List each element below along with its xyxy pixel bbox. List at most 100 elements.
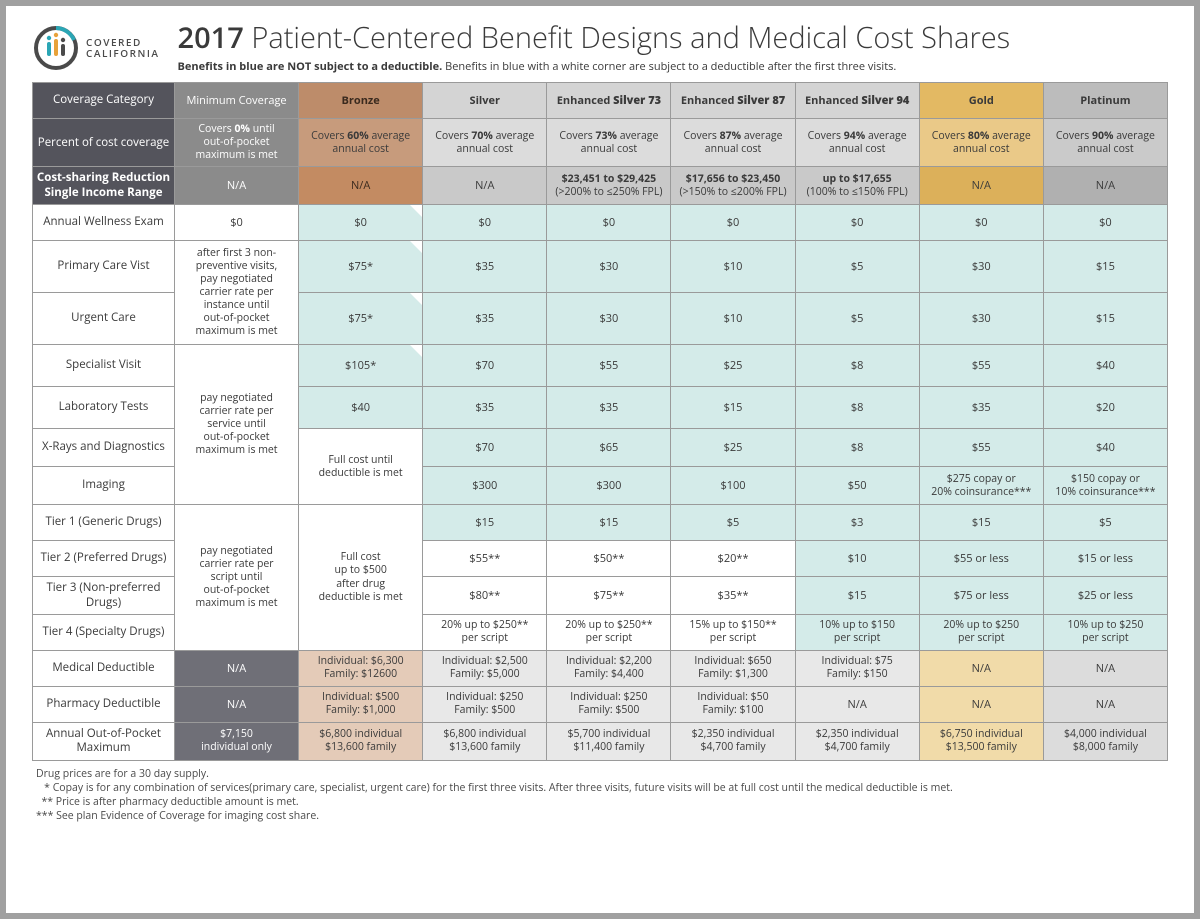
cell: $300 (423, 467, 547, 505)
cell: Individual: $500Family: $1,000 (299, 686, 423, 722)
cell: $40 (299, 387, 423, 429)
cell: $0 (1043, 205, 1167, 241)
cell: $10 (671, 293, 795, 345)
cell: $25 (671, 345, 795, 387)
hdr-csr-label: Cost-sharing ReductionSingle Income Rang… (33, 167, 175, 205)
csr-silver: N/A (423, 167, 547, 205)
cell: $2,350 individual$4,700 family (671, 722, 795, 760)
cell: Individual: $250Family: $500 (423, 686, 547, 722)
cell: $20 (1043, 387, 1167, 429)
page-title: 2017 Patient-Centered Benefit Designs an… (178, 18, 1011, 57)
logo-icon (32, 24, 80, 72)
cell: Individual: $2,200Family: $4,400 (547, 650, 671, 686)
cell: $15 (919, 505, 1043, 541)
cell: $6,800 individual$13,600 family (299, 722, 423, 760)
csr-plat: N/A (1043, 167, 1167, 205)
cell: $30 (919, 241, 1043, 293)
hdr-bronze: Bronze (299, 83, 423, 119)
label-lab: Laboratory Tests (33, 387, 175, 429)
row-primary: Primary Care Vist after first 3 non-prev… (33, 241, 1168, 293)
title-year: 2017 (178, 18, 244, 57)
cell-min-visits: after first 3 non-preventive visits,pay … (174, 241, 298, 345)
label-xray: X-Rays and Diagnostics (33, 429, 175, 467)
cell: $0 (919, 205, 1043, 241)
cell: $7,150individual only (174, 722, 298, 760)
label-rx-ded: Pharmacy Deductible (33, 686, 175, 722)
cell: $75* (299, 293, 423, 345)
cell: N/A (919, 650, 1043, 686)
cell: $5 (795, 293, 919, 345)
cell: $4,000 individual$8,000 family (1043, 722, 1167, 760)
cell: 20% up to $250**per script (547, 614, 671, 650)
cell: $40 (1043, 345, 1167, 387)
subtitle: Benefits in blue are NOT subject to a de… (178, 59, 1011, 74)
hdr-min: Minimum Coverage (174, 83, 298, 119)
cell: $15 (547, 505, 671, 541)
label-specialist: Specialist Visit (33, 345, 175, 387)
label-primary: Primary Care Vist (33, 241, 175, 293)
row-oop: Annual Out-of-PocketMaximum $7,150indivi… (33, 722, 1168, 760)
pct-es94: Covers 94% averageannual cost (795, 119, 919, 167)
cell-min-service: pay negotiatedcarrier rate perservice un… (174, 345, 298, 505)
cell: $8 (795, 387, 919, 429)
cell: $15 (1043, 241, 1167, 293)
footnote-3: *** See plan Evidence of Coverage for im… (36, 809, 1168, 823)
hdr-gold: Gold (919, 83, 1043, 119)
cell: $55** (423, 541, 547, 577)
cell: $35** (671, 577, 795, 615)
cell: $275 copay or20% coinsurance*** (919, 467, 1043, 505)
pct-gold: Covers 80% averageannual cost (919, 119, 1043, 167)
pct-es73: Covers 73% averageannual cost (547, 119, 671, 167)
cell: $40 (1043, 429, 1167, 467)
footnote-1: * Copay is for any combination of servic… (36, 781, 1168, 795)
cell: $8 (795, 429, 919, 467)
label-oop: Annual Out-of-PocketMaximum (33, 722, 175, 760)
cell: $30 (547, 241, 671, 293)
cell: 15% up to $150**per script (671, 614, 795, 650)
footnote-0: Drug prices are for a 30 day supply. (36, 767, 1168, 781)
cell: $80** (423, 577, 547, 615)
cell: $15 (423, 505, 547, 541)
footnote-2: ** Price is after pharmacy deductible am… (36, 795, 1168, 809)
cell: $55 (547, 345, 671, 387)
cell: N/A (174, 686, 298, 722)
cell: 10% up to $250per script (1043, 614, 1167, 650)
hdr-plat: Platinum (1043, 83, 1167, 119)
cell: $35 (423, 241, 547, 293)
benefits-table: Coverage Category Minimum Coverage Bronz… (32, 82, 1168, 761)
cell: $5,700 individual$11,400 family (547, 722, 671, 760)
hdr-coverage-category: Coverage Category (33, 83, 175, 119)
cell: $5 (671, 505, 795, 541)
label-imaging: Imaging (33, 467, 175, 505)
row-wellness: Annual Wellness Exam $0 $0 $0 $0 $0 $0 $… (33, 205, 1168, 241)
cell: $15 (1043, 293, 1167, 345)
cell: 20% up to $250per script (919, 614, 1043, 650)
cell: $55 (919, 429, 1043, 467)
cell: Individual: $2,500Family: $5,000 (423, 650, 547, 686)
cell: $30 (547, 293, 671, 345)
cell: N/A (919, 686, 1043, 722)
label-tier4: Tier 4 (Specialty Drugs) (33, 614, 175, 650)
cell: $5 (1043, 505, 1167, 541)
cell: $0 (299, 205, 423, 241)
title-rest: Patient-Centered Benefit Designs and Med… (251, 18, 1010, 57)
cell: N/A (1043, 650, 1167, 686)
pct-plat: Covers 90% averageannual cost (1043, 119, 1167, 167)
cell: $70 (423, 345, 547, 387)
cell: $8 (795, 345, 919, 387)
cell: $50** (547, 541, 671, 577)
cell: $0 (795, 205, 919, 241)
cell: N/A (1043, 686, 1167, 722)
cell: $35 (919, 387, 1043, 429)
cell: N/A (174, 650, 298, 686)
cell: $25 (671, 429, 795, 467)
logo: COVERED CALIFORNIA (32, 18, 160, 72)
cell: $5 (795, 241, 919, 293)
cell: N/A (795, 686, 919, 722)
footnotes: Drug prices are for a 30 day supply. * C… (32, 767, 1168, 824)
cell: $75 or less (919, 577, 1043, 615)
cell: $55 or less (919, 541, 1043, 577)
cell: Individual: $650Family: $1,300 (671, 650, 795, 686)
cell: $6,750 individual$13,500 family (919, 722, 1043, 760)
label-tier3: Tier 3 (Non-preferred Drugs) (33, 577, 175, 615)
